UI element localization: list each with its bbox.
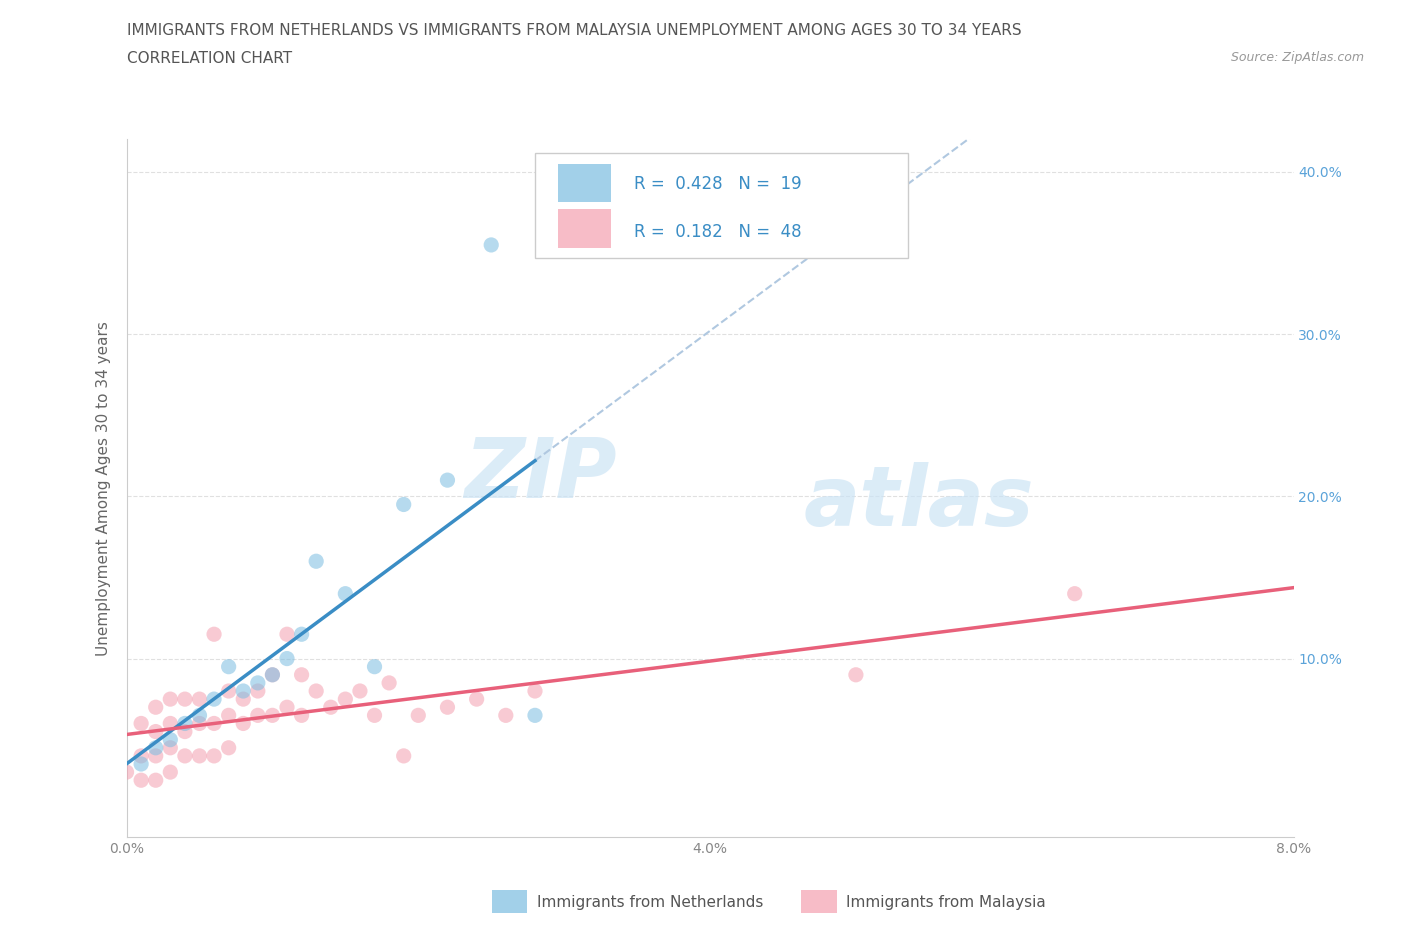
Point — [408, 708, 430, 723]
Point — [523, 708, 546, 723]
Point — [202, 749, 225, 764]
Point — [262, 708, 284, 723]
Text: ZIP: ZIP — [464, 433, 617, 515]
Text: CORRELATION CHART: CORRELATION CHART — [127, 51, 291, 66]
Point — [115, 764, 138, 779]
Point — [159, 732, 181, 747]
Point — [218, 708, 240, 723]
Point — [305, 553, 328, 568]
Point — [378, 675, 401, 690]
Point — [290, 668, 312, 683]
Point — [246, 675, 269, 690]
Point — [276, 699, 298, 714]
Text: atlas: atlas — [803, 461, 1033, 543]
Point — [174, 724, 197, 739]
Point — [495, 708, 517, 723]
Point — [363, 659, 385, 674]
Point — [335, 692, 357, 707]
Point — [188, 716, 211, 731]
Point — [188, 749, 211, 764]
Point — [290, 708, 312, 723]
Point — [276, 651, 298, 666]
Point — [174, 749, 197, 764]
Point — [232, 692, 254, 707]
Point — [145, 749, 167, 764]
Point — [349, 684, 371, 698]
Y-axis label: Unemployment Among Ages 30 to 34 years: Unemployment Among Ages 30 to 34 years — [96, 321, 111, 656]
Point — [202, 627, 225, 642]
Text: R =  0.428   N =  19: R = 0.428 N = 19 — [634, 175, 801, 193]
FancyBboxPatch shape — [558, 164, 610, 203]
Text: R =  0.182   N =  48: R = 0.182 N = 48 — [634, 222, 801, 241]
Point — [436, 699, 458, 714]
Point — [392, 749, 415, 764]
Point — [129, 716, 152, 731]
Point — [159, 764, 181, 779]
Point — [246, 684, 269, 698]
Point — [174, 692, 197, 707]
Point — [363, 708, 385, 723]
Text: Source: ZipAtlas.com: Source: ZipAtlas.com — [1230, 51, 1364, 64]
Point — [232, 684, 254, 698]
Point — [276, 627, 298, 642]
Point — [188, 708, 211, 723]
Point — [335, 586, 357, 601]
Point — [202, 692, 225, 707]
FancyBboxPatch shape — [558, 209, 610, 247]
Point — [218, 740, 240, 755]
Point — [305, 684, 328, 698]
Point — [232, 716, 254, 731]
Point — [159, 716, 181, 731]
Point — [246, 708, 269, 723]
Text: Immigrants from Netherlands: Immigrants from Netherlands — [537, 895, 763, 910]
Text: Immigrants from Malaysia: Immigrants from Malaysia — [846, 895, 1046, 910]
Point — [145, 699, 167, 714]
FancyBboxPatch shape — [534, 153, 908, 259]
Point — [159, 740, 181, 755]
Point — [465, 692, 488, 707]
Point — [218, 659, 240, 674]
Point — [479, 237, 502, 252]
Point — [202, 716, 225, 731]
Point — [845, 668, 868, 683]
Point — [129, 757, 152, 772]
Point — [188, 692, 211, 707]
Point — [159, 692, 181, 707]
Point — [218, 684, 240, 698]
Point — [262, 668, 284, 683]
Point — [290, 627, 312, 642]
Text: IMMIGRANTS FROM NETHERLANDS VS IMMIGRANTS FROM MALAYSIA UNEMPLOYMENT AMONG AGES : IMMIGRANTS FROM NETHERLANDS VS IMMIGRANT… — [127, 23, 1021, 38]
Point — [129, 749, 152, 764]
Point — [262, 668, 284, 683]
Point — [436, 472, 458, 487]
Point — [1063, 586, 1085, 601]
Point — [523, 684, 546, 698]
Point — [174, 716, 197, 731]
Point — [145, 773, 167, 788]
Point — [145, 740, 167, 755]
Point — [145, 724, 167, 739]
Point — [319, 699, 342, 714]
Point — [129, 773, 152, 788]
Point — [392, 497, 415, 512]
